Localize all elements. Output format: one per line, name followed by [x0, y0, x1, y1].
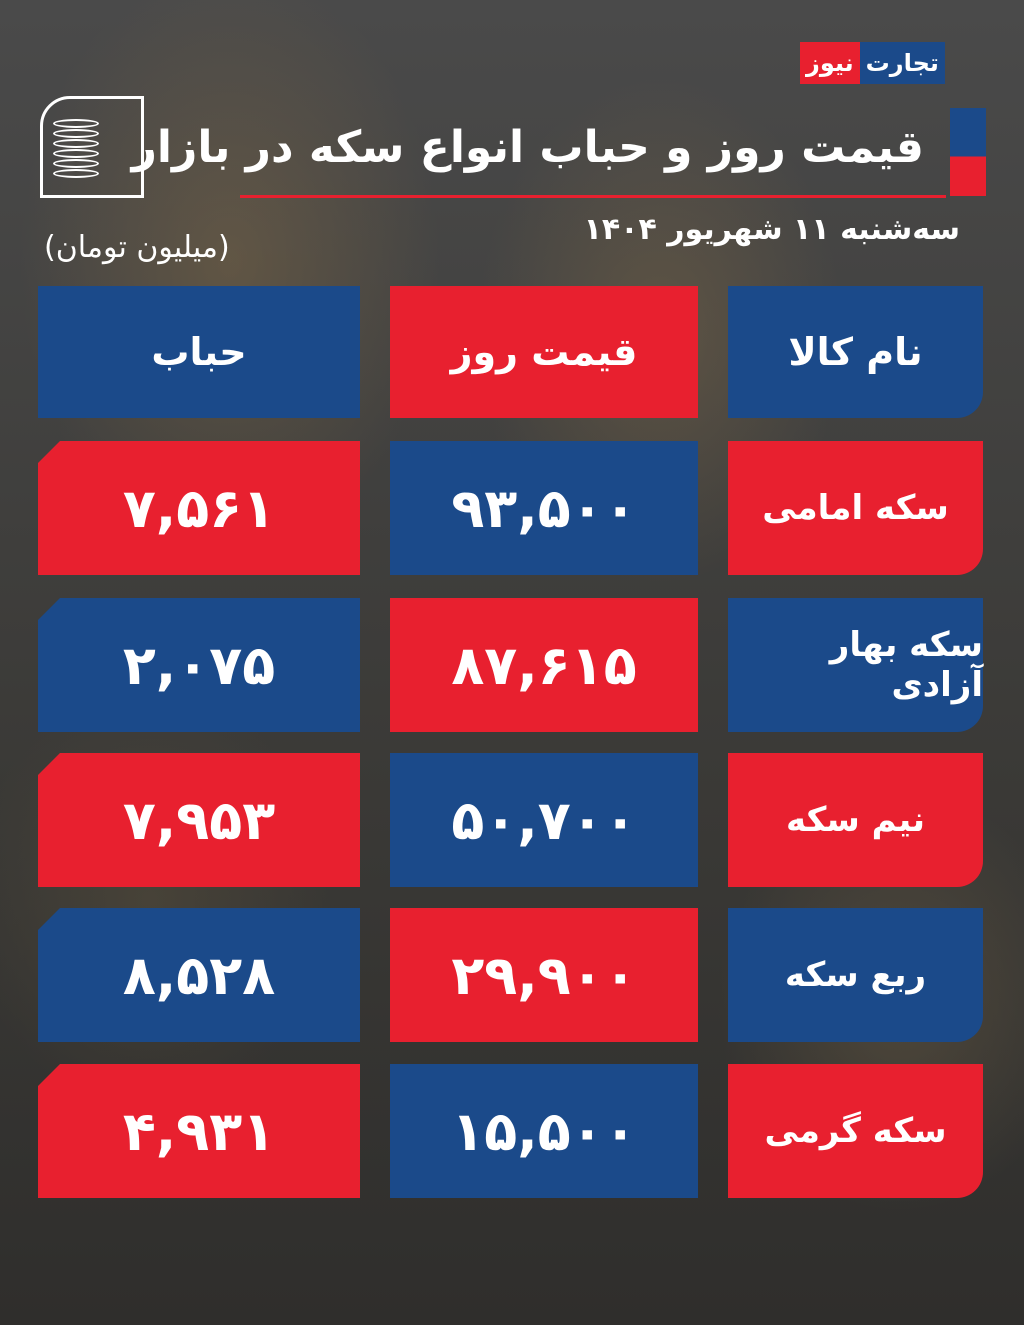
coin-stack-icon [40, 96, 144, 198]
row-name: ربع سکه [728, 908, 983, 1042]
title-underline [240, 195, 946, 198]
row-name: سکه گرمی [728, 1064, 983, 1198]
header-price: قیمت روز [390, 286, 698, 418]
row-bubble: ۸,۵۲۸ [38, 908, 360, 1042]
row-bubble: ۷,۵۶۱ [38, 441, 360, 575]
unit-label: (میلیون تومان) [44, 230, 230, 265]
row-price: ۹۳,۵۰۰ [390, 441, 698, 575]
row-price: ۲۹,۹۰۰ [390, 908, 698, 1042]
row-price: ۱۵,۵۰۰ [390, 1064, 698, 1198]
row-bubble: ۷,۹۵۳ [38, 753, 360, 887]
row-name: نیم سکه [728, 753, 983, 887]
row-price: ۵۰,۷۰۰ [390, 753, 698, 887]
logo-part-1: تجارت [859, 42, 945, 84]
brand-logo: تجارت نیوز [800, 42, 945, 84]
row-name: سکه امامی [728, 441, 983, 575]
row-bubble: ۲,۰۷۵ [38, 598, 360, 732]
logo-part-2: نیوز [800, 42, 860, 84]
row-name: سکه بهار آزادی [728, 598, 983, 732]
row-bubble: ۴,۹۳۱ [38, 1064, 360, 1198]
header-bubble: حباب [38, 286, 360, 418]
row-price: ۸۷,۶۱۵ [390, 598, 698, 732]
date-label: سه‌شنبه ۱۱ شهریور ۱۴۰۴ [583, 212, 960, 247]
title-accent-bar [950, 108, 986, 196]
page-title: قیمت روز و حباب انواع سکه در بازار [131, 122, 924, 173]
header-name: نام کالا [728, 286, 983, 418]
